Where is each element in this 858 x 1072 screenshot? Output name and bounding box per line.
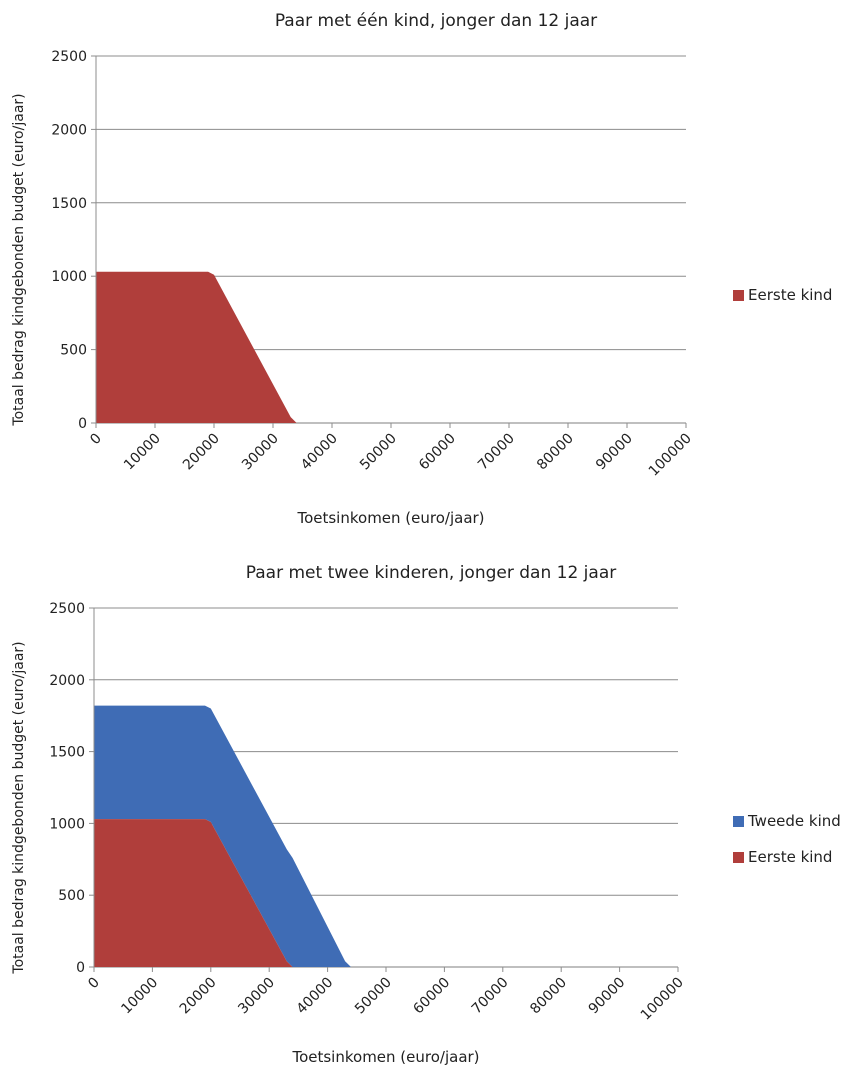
chart-two-children-svg: 0 500 1000 1500 2000 2500 0 10000 20000 30000 4000… — [11, 563, 687, 1066]
legend-item-eerste-kind: Eerste kind — [733, 846, 841, 868]
x-tick-label-30000: 30000 — [239, 431, 282, 474]
x-tick-label-70000: 70000 — [475, 431, 518, 474]
x-tick-label-100000: 100000 — [646, 431, 695, 480]
chart-one-child-svg: 0 500 1000 1500 2000 2500 0 10000 20000 30000 4000… — [11, 11, 695, 527]
y-tick-label-500: 500 — [60, 343, 87, 359]
x-tick-label-10000: 10000 — [121, 431, 164, 474]
x-tick-label-60000: 60000 — [410, 975, 453, 1018]
chart-title: Paar met twee kinderen, jonger dan 12 ja… — [246, 563, 616, 583]
y-axis-label: Totaal bedrag kindgebonden budget (euro/… — [11, 641, 27, 974]
legend-label-tweede-kind: Tweede kind — [748, 812, 841, 830]
x-tick-label-40000: 40000 — [294, 975, 337, 1018]
x-tick-label-50000: 50000 — [352, 975, 395, 1018]
chart-one-child: 0 500 1000 1500 2000 2500 0 10000 20000 30000 4000… — [11, 11, 832, 527]
y-tick-label-2000: 2000 — [51, 122, 87, 138]
area-series-eerste-kind — [96, 271, 686, 423]
legend-label-eerste-kind: Eerste kind — [748, 286, 833, 304]
legend-one-child: Eerste kind — [733, 284, 832, 320]
x-tick-label-0: 0 — [85, 975, 103, 993]
x-axis-label: Toetsinkomen (euro/jaar) — [296, 509, 484, 527]
area-series-tweede-kind — [94, 705, 678, 967]
x-tick-label-90000: 90000 — [593, 431, 636, 474]
y-tick-label-1500: 1500 — [51, 196, 87, 212]
chart-title: Paar met één kind, jonger dan 12 jaar — [275, 11, 597, 31]
x-tick-label-60000: 60000 — [416, 431, 459, 474]
chart-two-children: 0 500 1000 1500 2000 2500 0 10000 20000 30000 4000… — [0, 536, 858, 1072]
x-tick-label-70000: 70000 — [469, 975, 512, 1018]
legend-two-children: Tweede kind Eerste kind — [733, 810, 841, 882]
x-tick-label-80000: 80000 — [527, 975, 570, 1018]
legend-swatch-eerste-kind — [733, 851, 744, 863]
y-tick-label-2500: 2500 — [49, 601, 85, 617]
y-tick-label-1000: 1000 — [49, 816, 85, 832]
x-tick-label-20000: 20000 — [177, 975, 220, 1018]
x-tick-label-100000: 100000 — [638, 975, 687, 1024]
y-tick-label-1500: 1500 — [49, 745, 85, 761]
legend-swatch-tweede-kind — [733, 815, 744, 827]
area-series-eerste-kind — [94, 819, 678, 967]
x-axis-label: Toetsinkomen (euro/jaar) — [291, 1048, 479, 1066]
x-tick-label-30000: 30000 — [235, 975, 278, 1018]
x-tick-label-20000: 20000 — [180, 431, 223, 474]
x-tick-label-80000: 80000 — [534, 431, 577, 474]
y-tick-label-2500: 2500 — [51, 49, 87, 65]
y-tick-label-500: 500 — [58, 888, 85, 904]
x-tick-label-90000: 90000 — [586, 975, 629, 1018]
y-axis-label: Totaal bedrag kindgebonden budget (euro/… — [11, 93, 27, 426]
legend-item-tweede-kind: Tweede kind — [733, 810, 841, 832]
y-tick-label-2000: 2000 — [49, 673, 85, 689]
x-tick-label-0: 0 — [87, 431, 105, 449]
y-tick-label-1000: 1000 — [51, 269, 87, 285]
y-tick-label-0: 0 — [76, 960, 85, 976]
legend-label-eerste-kind: Eerste kind — [748, 848, 833, 866]
legend-item-eerste-kind: Eerste kind — [733, 284, 832, 306]
y-tick-label-0: 0 — [78, 416, 87, 432]
legend-swatch-eerste-kind — [733, 289, 744, 301]
x-tick-label-50000: 50000 — [357, 431, 400, 474]
x-tick-label-40000: 40000 — [298, 431, 341, 474]
x-tick-label-10000: 10000 — [118, 975, 161, 1018]
